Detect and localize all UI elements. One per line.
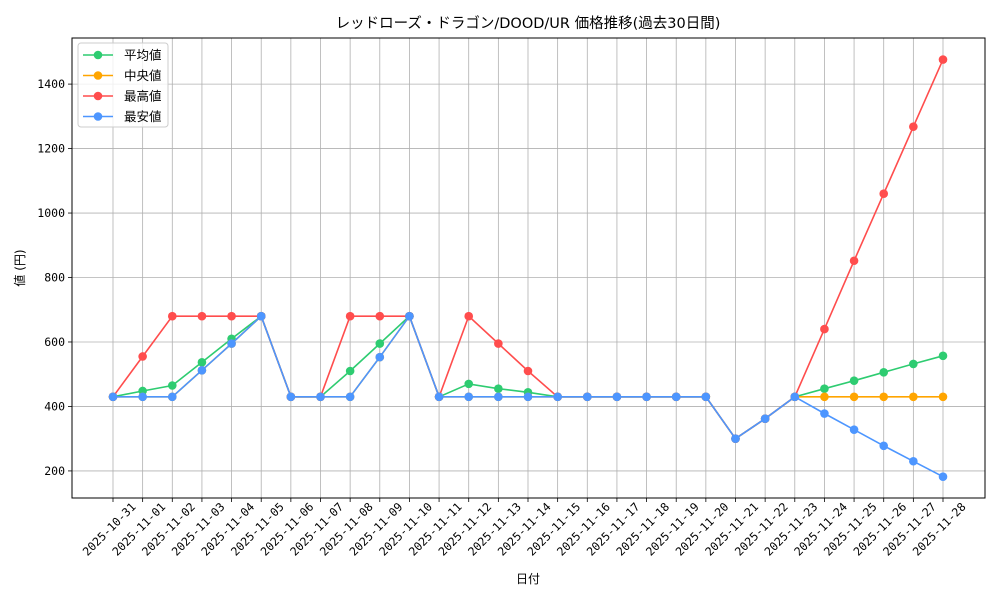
data-point-marker [375, 352, 385, 362]
data-point-marker [494, 339, 503, 348]
y-tick-label: 1400 [37, 77, 65, 91]
data-point-marker [464, 379, 474, 389]
legend-label: 中央値 [124, 68, 162, 83]
data-point-marker [849, 425, 859, 434]
data-point-marker [820, 409, 829, 418]
data-point-marker [849, 376, 859, 385]
data-point-marker [167, 392, 177, 402]
data-point-marker [612, 392, 622, 402]
data-point-marker [345, 366, 355, 376]
data-point-marker [642, 392, 651, 402]
data-point-marker [256, 311, 266, 321]
data-point-marker [671, 392, 681, 402]
legend-marker-icon [93, 91, 103, 101]
data-point-marker [523, 392, 533, 402]
data-point-marker [345, 311, 355, 321]
legend-label: 最安値 [124, 109, 162, 124]
y-tick-label: 1000 [37, 206, 65, 220]
legend-box [77, 42, 169, 128]
data-point-marker [167, 381, 177, 390]
data-point-marker [108, 392, 118, 402]
data-point-marker [879, 189, 889, 198]
data-point-marker [849, 392, 859, 402]
data-point-marker [820, 384, 829, 394]
data-point-marker [849, 256, 859, 266]
data-point-marker [494, 384, 503, 394]
data-point-marker [375, 339, 385, 348]
data-point-marker [909, 392, 918, 402]
data-point-marker [938, 55, 948, 64]
y-tick-label: 800 [44, 271, 65, 285]
data-point-marker [316, 392, 325, 402]
legend-label: 平均値 [124, 48, 162, 63]
data-point-marker [701, 392, 711, 402]
data-point-marker [553, 392, 562, 402]
data-point-marker [345, 392, 355, 402]
series-3 [108, 311, 948, 482]
data-point-marker [909, 359, 918, 369]
data-point-marker [375, 311, 385, 321]
data-point-marker [820, 392, 829, 402]
data-point-marker [197, 311, 207, 321]
data-point-marker [286, 392, 296, 402]
data-point-marker [760, 414, 770, 424]
legend-marker-icon [93, 71, 103, 80]
data-point-marker [879, 392, 889, 402]
chart-title: レッドローズ・ドラゴン/DOOD/UR 価格推移(過去30日間) [336, 14, 721, 32]
y-tick-label: 400 [44, 399, 65, 413]
data-point-marker [879, 441, 889, 451]
x-axis-ticks: 2025-10-312025-11-012025-11-022025-11-03… [80, 498, 969, 559]
data-point-marker [494, 392, 503, 402]
legend-marker-icon [93, 50, 103, 60]
y-tick-label: 200 [44, 464, 65, 478]
data-point-marker [909, 122, 918, 131]
data-point-marker [197, 357, 207, 367]
data-point-marker [464, 392, 474, 402]
data-point-marker [523, 366, 533, 376]
data-point-marker [227, 311, 236, 321]
data-point-marker [938, 351, 948, 361]
data-point-marker [464, 311, 474, 321]
data-point-marker [405, 311, 414, 321]
legend-marker-icon [93, 112, 103, 121]
data-point-marker [582, 392, 592, 402]
data-point-marker [138, 392, 147, 402]
grid [72, 38, 985, 498]
data-point-marker [790, 392, 800, 402]
x-axis-label: 日付 [516, 572, 540, 586]
data-point-marker [167, 311, 177, 321]
data-point-marker [227, 339, 236, 348]
y-axis-ticks: 200 400 600 800 1000 1200 1400 [37, 77, 72, 478]
y-tick-label: 1200 [37, 142, 65, 156]
data-point-marker [938, 392, 948, 402]
plot-area-frame [71, 37, 986, 499]
y-tick-label: 600 [44, 335, 65, 349]
data-point-marker [731, 434, 740, 443]
data-point-marker [197, 366, 207, 375]
data-point-marker [138, 352, 147, 361]
data-point-marker [820, 324, 829, 334]
data-point-marker [879, 367, 889, 377]
data-point-marker [909, 456, 918, 466]
data-point-marker [434, 392, 444, 402]
data-point-marker [938, 472, 948, 482]
series-lines [108, 55, 948, 482]
legend-label: 最高値 [124, 89, 162, 104]
y-axis-label: 値 (円) [12, 249, 27, 286]
